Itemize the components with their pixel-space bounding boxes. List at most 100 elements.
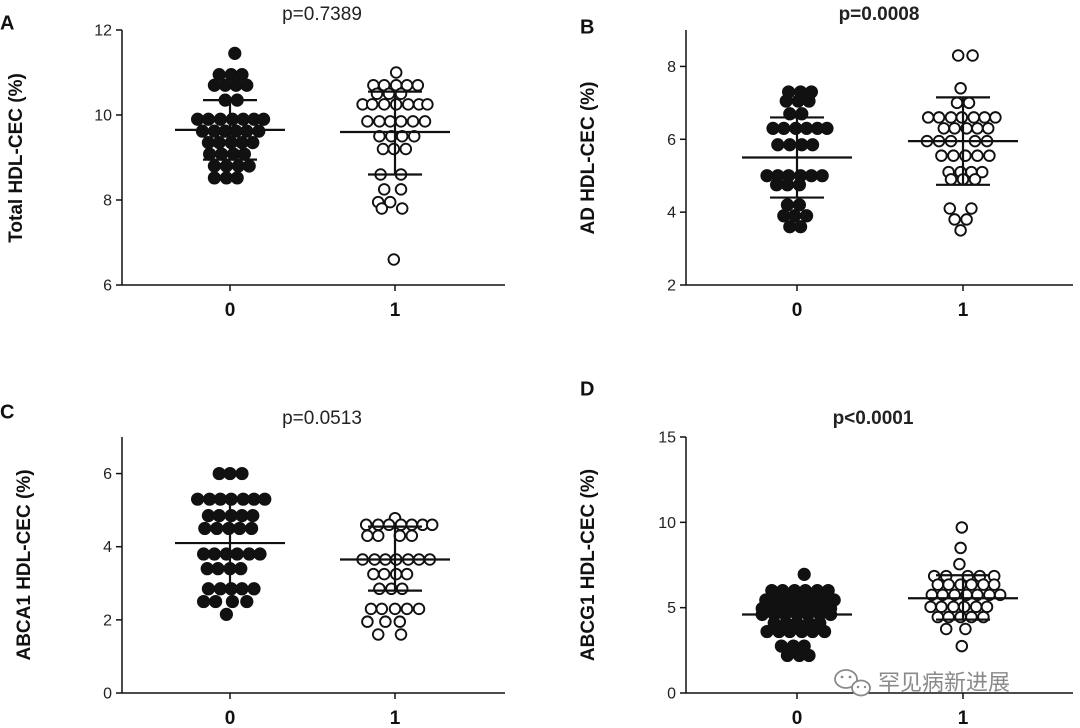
data-point (387, 142, 401, 156)
y-tick-label: 8 (667, 59, 676, 76)
data-point (252, 124, 266, 138)
series-0 (175, 46, 285, 185)
data-point (212, 509, 226, 523)
data-point (418, 115, 432, 128)
data-point (989, 111, 1002, 124)
data-point (361, 115, 374, 128)
panel-d: Dp<0.0001 ABCG1 HDL-CEC (%) 0 5 10 15 0 1 (578, 379, 1073, 728)
data-point (969, 600, 983, 614)
data-point (405, 529, 419, 542)
data-point (954, 541, 967, 555)
data-point (213, 112, 227, 126)
y-tick-label: 4 (103, 539, 112, 556)
x-tick-label: 0 (225, 300, 236, 321)
p-value-title: p<0.0001 (833, 408, 914, 429)
data-point (377, 567, 391, 581)
data-point (955, 111, 969, 124)
data-point (780, 648, 795, 663)
data-point (944, 111, 958, 124)
data-point (203, 147, 217, 161)
data-point (935, 600, 948, 614)
data-point (240, 78, 254, 92)
data-point (815, 169, 829, 183)
data-point (951, 49, 965, 62)
data-point (389, 567, 403, 581)
data-point (387, 253, 401, 266)
data-point (931, 610, 945, 624)
data-point (373, 582, 386, 596)
data-point (361, 615, 374, 628)
data-point (201, 582, 215, 596)
data-point (375, 202, 389, 215)
wechat-icon (834, 669, 871, 697)
data-point (367, 567, 380, 581)
data-point (954, 578, 967, 591)
data-point (799, 209, 814, 223)
y-tick-label: 0 (103, 686, 112, 703)
data-point (371, 529, 385, 542)
data-point (212, 136, 226, 150)
data-point (780, 198, 795, 212)
data-point (395, 202, 409, 215)
panel-b: Bp=0.0008 AD HDL-CEC (%) 2 4 6 8 0 1 (578, 4, 1073, 321)
data-point (394, 518, 408, 532)
data-point (235, 466, 249, 481)
data-point (760, 624, 774, 639)
data-point (215, 147, 229, 161)
data-point (394, 628, 408, 641)
data-point (228, 46, 242, 60)
data-point (797, 567, 811, 581)
y-tick-label: 2 (103, 612, 112, 629)
data-point (965, 578, 978, 591)
data-point (242, 159, 256, 173)
data-point (939, 622, 953, 636)
data-point (395, 582, 409, 596)
data-point (975, 165, 989, 179)
p-value-title: p=0.0513 (282, 408, 362, 429)
data-point (954, 224, 967, 237)
data-point (198, 521, 212, 536)
data-point (931, 578, 945, 591)
x-tick-label: 0 (792, 300, 803, 321)
data-point (393, 615, 407, 628)
series-1 (908, 521, 1018, 653)
data-point (207, 547, 221, 561)
data-point (932, 111, 946, 124)
data-point (944, 173, 958, 186)
data-point (948, 122, 961, 135)
y-tick-label: 5 (667, 600, 676, 617)
panel-letter: C (0, 402, 14, 424)
panel-letter: A (0, 13, 14, 35)
data-point (246, 136, 260, 150)
data-point (771, 138, 785, 152)
data-point (394, 183, 408, 196)
data-point (230, 547, 244, 561)
data-point (365, 98, 379, 111)
data-point (792, 178, 807, 192)
data-point (935, 149, 948, 162)
y-tick-label: 10 (658, 515, 676, 532)
data-point (400, 602, 414, 616)
y-tick-label: 0 (667, 686, 676, 703)
data-point (965, 202, 978, 215)
data-point (783, 138, 797, 152)
data-point (373, 115, 386, 128)
data-point (191, 492, 205, 506)
data-point (405, 518, 419, 532)
data-point (383, 195, 397, 209)
data-point (777, 121, 791, 135)
data-point (201, 112, 215, 126)
data-point (959, 149, 972, 162)
series-1 (340, 511, 450, 641)
data-point (924, 600, 937, 614)
data-point (359, 518, 373, 532)
series-1 (908, 49, 1018, 237)
data-point (978, 111, 991, 124)
data-point (425, 518, 439, 532)
data-point (921, 111, 935, 124)
data-point (389, 66, 403, 79)
data-point (210, 521, 224, 536)
data-point (375, 602, 389, 616)
y-axis-label: ABCA1 HDL-CEC (%) (14, 469, 35, 660)
